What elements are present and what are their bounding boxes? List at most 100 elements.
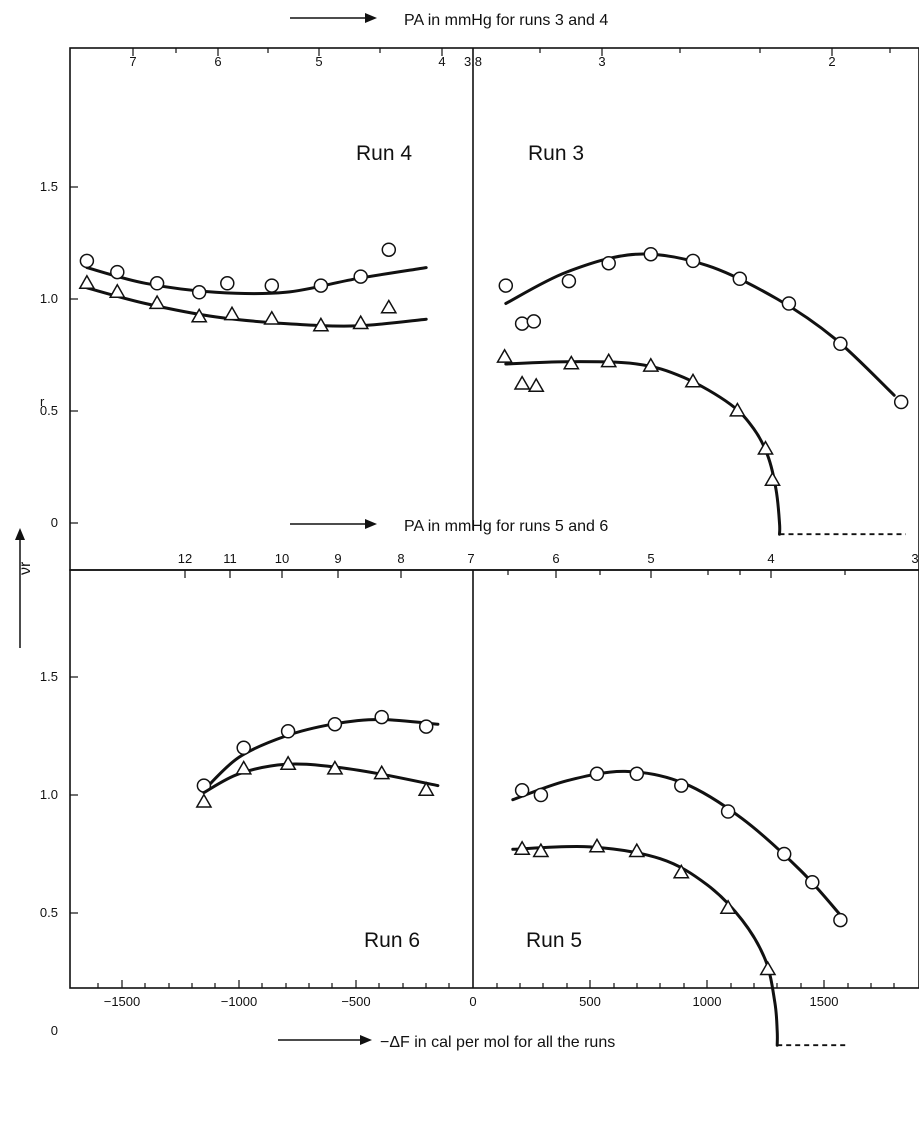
p-tick-label-a: 6 bbox=[214, 54, 221, 69]
top-axis-title-a-text: PA in mmHg for runs 3 and 4 bbox=[404, 12, 608, 29]
triangle-point bbox=[532, 842, 550, 858]
triangle-point bbox=[223, 305, 241, 321]
circle-point bbox=[110, 264, 125, 280]
x-axis-title-text: −ΔF in cal per mol for all the runs bbox=[380, 1034, 615, 1051]
y-axis-title-text: νr bbox=[17, 561, 34, 575]
triangle-point bbox=[513, 840, 531, 855]
triangle-point bbox=[380, 299, 398, 314]
p-tick-label-a: 4 bbox=[438, 54, 445, 69]
fit-curve-circle bbox=[85, 266, 428, 296]
circle-point bbox=[720, 804, 736, 819]
y-axis-bottom: 1.5 1.0 0.5 0 bbox=[40, 669, 78, 1038]
top-axis-title-a: PA in mmHg for runs 3 and 4 bbox=[290, 12, 608, 29]
circle-point bbox=[191, 285, 207, 300]
triangle-point bbox=[263, 310, 281, 325]
circle-point bbox=[514, 316, 530, 331]
circle-point bbox=[685, 253, 701, 269]
x-tick-label: −1500 bbox=[104, 994, 141, 1009]
circle-point bbox=[374, 709, 389, 725]
p-tick-label-b: 6 bbox=[552, 551, 559, 566]
triangle-point bbox=[78, 274, 96, 289]
circle-point bbox=[533, 787, 549, 803]
circle-point bbox=[833, 912, 848, 928]
x-tick-label: −500 bbox=[341, 994, 370, 1009]
panel-bottom-left bbox=[195, 709, 440, 808]
fit-curve-triangle bbox=[504, 360, 782, 536]
triangle-point bbox=[148, 294, 166, 310]
triangle-point bbox=[235, 759, 253, 775]
p-tick-label-a: 5 bbox=[315, 54, 322, 69]
triangle-point bbox=[195, 793, 213, 808]
triangle-point bbox=[496, 348, 513, 363]
y-tick-label: 0 bbox=[51, 1023, 58, 1038]
p-tick-label-b: 7 bbox=[467, 551, 474, 566]
circle-point bbox=[781, 296, 797, 311]
x-axis-title: −ΔF in cal per mol for all the runs bbox=[278, 1034, 615, 1051]
top-axis-title-b: PA in mmHg for runs 5 and 6 bbox=[290, 518, 608, 535]
fit-curve-circle bbox=[511, 769, 845, 920]
circle-point bbox=[220, 276, 235, 291]
p-tick-label-b: 11 bbox=[223, 551, 237, 566]
y-tick-label: 1.0 bbox=[40, 787, 58, 802]
circle-point bbox=[327, 716, 343, 732]
triangle-point bbox=[513, 375, 531, 390]
y-tick-label: 0 bbox=[51, 515, 58, 530]
y-axis-title: νr bbox=[15, 528, 34, 648]
circle-point bbox=[589, 766, 605, 782]
triangle-point bbox=[326, 759, 344, 775]
circle-point bbox=[418, 719, 434, 734]
p-tick-label-b: 5 bbox=[647, 551, 654, 566]
p-tick-label-a: 2 bbox=[828, 54, 835, 69]
panel-title-run3: Run 3 bbox=[528, 142, 584, 165]
y-axis-top: 1.5 1.0 0.5 0 bbox=[40, 179, 78, 530]
panel-bottom-right bbox=[511, 766, 848, 1047]
circle-point bbox=[643, 246, 659, 262]
triangle-point bbox=[628, 842, 646, 858]
p-tick-label-a: 3.8 bbox=[464, 54, 482, 69]
p-tick-label-a: 3 bbox=[598, 54, 605, 69]
triangle-point bbox=[729, 401, 746, 417]
circle-point bbox=[280, 724, 296, 739]
x-tick-label: −1000 bbox=[221, 994, 258, 1009]
y-tick-label: 1.5 bbox=[40, 179, 58, 194]
panel-title-run4: Run 4 bbox=[356, 142, 412, 165]
top-p-axis-a: 7 6 5 4 3.8 3 2 bbox=[129, 48, 891, 69]
triangle-point bbox=[373, 764, 391, 780]
triangle-point bbox=[642, 357, 660, 372]
triangle-point bbox=[279, 755, 297, 770]
triangle-point bbox=[759, 960, 777, 976]
triangle-point bbox=[417, 781, 435, 796]
fit-curve-triangle bbox=[511, 845, 779, 1047]
p-tick-label-b: 8 bbox=[397, 551, 404, 566]
circle-point bbox=[805, 875, 820, 890]
x-tick-label: 500 bbox=[579, 994, 601, 1009]
circle-point bbox=[833, 336, 848, 352]
panel-title-run6: Run 6 bbox=[364, 929, 420, 952]
circle-point bbox=[514, 783, 530, 798]
circle-point bbox=[601, 255, 616, 271]
p-tick-label-b: 10 bbox=[275, 551, 289, 566]
triangle-point bbox=[588, 837, 606, 853]
y-tick-label: 1.0 bbox=[40, 291, 58, 306]
triangle-point bbox=[352, 314, 370, 330]
x-tick-label: 0 bbox=[469, 994, 476, 1009]
triangle-point bbox=[190, 307, 208, 323]
panel-top-left bbox=[78, 242, 428, 332]
top-axis-title-b-text: PA in mmHg for runs 5 and 6 bbox=[404, 518, 608, 535]
y-tick-label: 1.5 bbox=[40, 669, 58, 684]
triangle-point bbox=[108, 283, 126, 298]
fit-curve-circle bbox=[504, 252, 896, 397]
circle-point bbox=[149, 276, 165, 291]
triangle-point bbox=[600, 352, 618, 368]
p-tick-label-b: 9 bbox=[334, 551, 341, 566]
circle-point bbox=[236, 740, 251, 756]
x-tick-label: 1500 bbox=[810, 994, 839, 1009]
x-tick-label: 1000 bbox=[693, 994, 722, 1009]
circle-point bbox=[629, 766, 645, 782]
circle-point bbox=[498, 278, 514, 293]
circle-point bbox=[353, 269, 368, 284]
p-tick-label-b: 3 bbox=[911, 551, 918, 566]
triangle-point bbox=[757, 440, 774, 455]
panel-title-run5: Run 5 bbox=[526, 929, 582, 952]
